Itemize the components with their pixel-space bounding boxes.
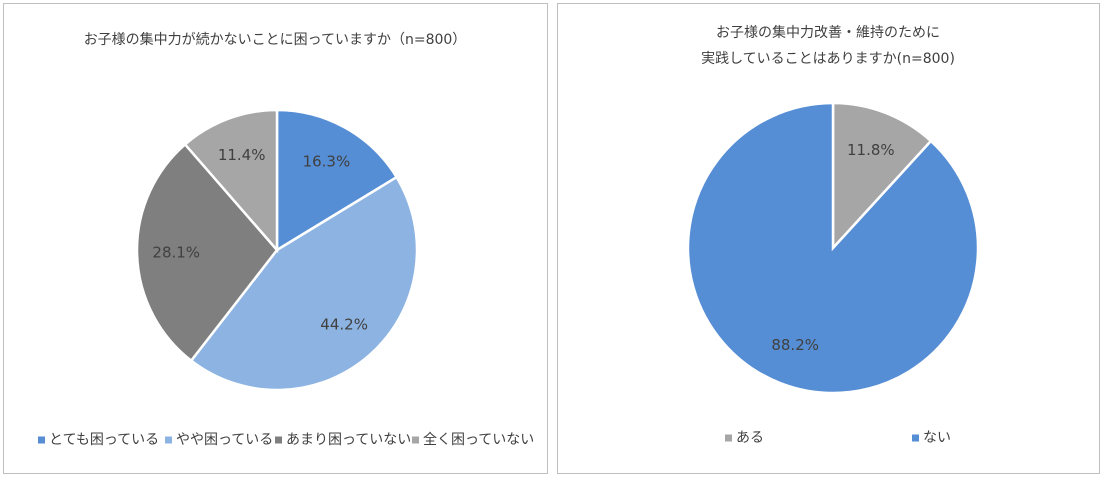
pie-slice: [135, 142, 279, 363]
legend-label: 全く困っていない: [423, 431, 534, 448]
data-label: 44.2%: [320, 316, 368, 334]
legend-label: ある: [736, 430, 764, 446]
pie-slice: [183, 108, 279, 254]
pie-slice: [189, 175, 419, 392]
legend-label: ない: [923, 430, 951, 446]
pie-slice: [686, 101, 980, 395]
data-label: 11.4%: [218, 146, 266, 164]
legend-label: やや困っている: [176, 432, 273, 448]
chart-title: 実践していることはありますか(n=800): [701, 51, 955, 67]
pie-slice: [831, 101, 933, 252]
pie-slice: [275, 108, 399, 253]
legend-marker: [165, 436, 172, 444]
legend-marker: [912, 434, 919, 442]
data-label: 88.2%: [771, 336, 819, 354]
data-label: 11.8%: [847, 141, 895, 159]
chart-title: お子様の集中力が続かないことに困っていますか（n=800）: [84, 31, 467, 48]
legend-label: あまり困っていない: [286, 432, 411, 448]
legend-marker: [412, 436, 419, 444]
legend-marker: [725, 434, 732, 442]
data-label: 16.3%: [303, 153, 351, 171]
data-label: 28.1%: [152, 243, 200, 261]
legend-marker: [275, 436, 282, 444]
legend-label: とても困っている: [49, 432, 159, 448]
legend-marker: [38, 436, 45, 444]
chart-title: お子様の集中力改善・維持のために: [716, 24, 940, 41]
